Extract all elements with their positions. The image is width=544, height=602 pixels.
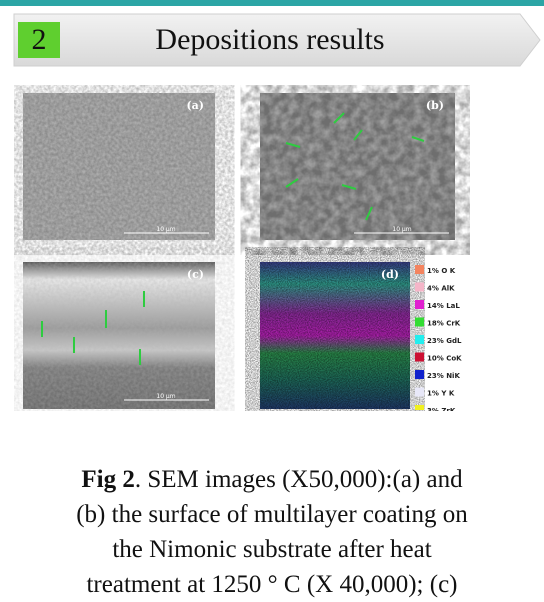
panel-label: (d) (381, 268, 399, 281)
scale-label: 10 µm (156, 226, 175, 233)
caption-text: (b) the surface of multilayer coating on (76, 501, 468, 528)
legend-entry: 4% AlK (427, 285, 455, 293)
scale-label: 10 µm (392, 226, 411, 233)
legend-entry: 10% CoK (427, 355, 462, 363)
texture (23, 93, 215, 240)
caption-line: the Nimonic substrate after heat (0, 532, 544, 567)
legend-entry: 14% LaL (427, 302, 460, 310)
caption-label: Fig 2 (81, 466, 134, 493)
top-bar (0, 0, 544, 6)
page: 2 Depositions results (0, 0, 544, 591)
caption-line: treatment at 1250 ° C (X 40,000); (c) (0, 567, 544, 602)
caption-text: . SEM images (X50,000):(a) and (135, 466, 463, 493)
panel-label: (c) (187, 268, 204, 281)
caption-text: the Nimonic substrate after heat (112, 536, 431, 563)
legend-entry: 1% O K (427, 267, 456, 275)
figure: (a) 10 µm (b) 10 µm (c) 10 µm (d) 1% O K 4% AlK 1… (14, 85, 470, 411)
legend-entry: 23% GdL (427, 337, 462, 345)
caption: Fig 2. SEM images (X50,000):(a) and (b) t… (0, 462, 544, 602)
caption-text: treatment at 1250 ° C (X 40,000); (c) (86, 571, 457, 598)
scale-label: 10 µm (156, 393, 175, 400)
caption-line: Fig 2. SEM images (X50,000):(a) and (0, 462, 544, 497)
legend-entry: 3% ZrK (427, 407, 456, 411)
section-title: Depositions results (60, 20, 480, 60)
panel-label: (a) (186, 99, 204, 112)
legend-entry: 18% CrK (427, 320, 461, 328)
caption-line: (b) the surface of multilayer coating on (0, 497, 544, 532)
texture (260, 262, 410, 409)
texture (260, 93, 455, 240)
texture (23, 262, 215, 409)
legend-entry: 23% NiK (427, 372, 460, 380)
legend-entry: 1% Y K (427, 390, 455, 398)
panel-label: (b) (426, 99, 444, 112)
section-number: 2 (18, 22, 60, 58)
legend-swatches (415, 265, 424, 410)
